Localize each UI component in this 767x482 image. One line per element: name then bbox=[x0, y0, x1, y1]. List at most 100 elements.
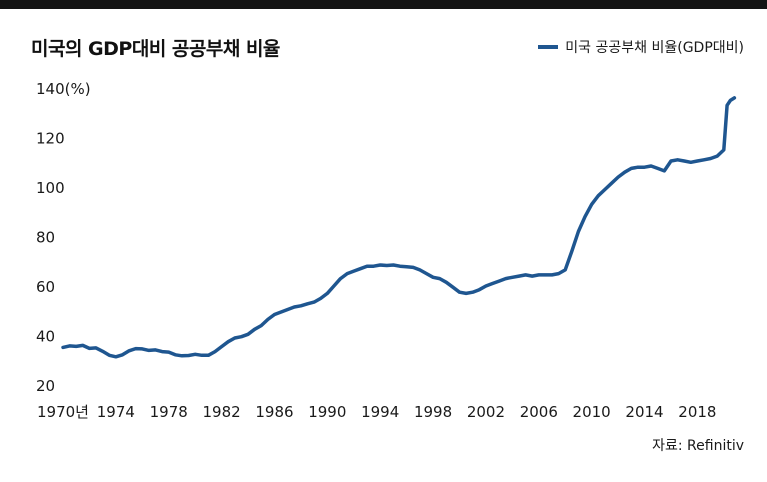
data-point bbox=[233, 336, 236, 340]
data-point bbox=[557, 272, 560, 275]
data-point bbox=[293, 305, 296, 309]
data-point bbox=[577, 230, 580, 233]
data-point bbox=[550, 273, 554, 277]
x-tick-label: 1998 bbox=[414, 403, 452, 421]
data-point bbox=[649, 164, 653, 168]
data-point bbox=[570, 250, 573, 253]
data-point bbox=[273, 313, 276, 316]
data-point bbox=[451, 286, 455, 289]
data-point bbox=[260, 324, 263, 327]
x-tick-label: 2002 bbox=[467, 403, 505, 421]
data-point bbox=[616, 175, 620, 179]
data-point bbox=[531, 274, 534, 278]
data-point bbox=[669, 159, 673, 163]
x-tick-label: 1994 bbox=[361, 403, 399, 421]
data-point bbox=[160, 350, 164, 353]
chart-title: 미국의 GDP대비 공공부채 비율 bbox=[31, 38, 280, 60]
data-point bbox=[497, 279, 501, 283]
data-point bbox=[108, 354, 111, 357]
data-point bbox=[716, 154, 719, 158]
data-point bbox=[471, 291, 474, 294]
data-point bbox=[729, 99, 732, 102]
data-point bbox=[326, 292, 329, 295]
data-point bbox=[319, 297, 322, 300]
data-point bbox=[379, 263, 382, 267]
data-point bbox=[286, 308, 289, 311]
data-point bbox=[339, 277, 342, 280]
y-tick-label: 60 bbox=[36, 278, 55, 296]
data-point bbox=[279, 310, 283, 314]
data-point bbox=[101, 350, 104, 353]
data-point bbox=[332, 284, 336, 288]
data-point bbox=[240, 335, 243, 338]
data-point bbox=[702, 158, 706, 161]
x-tick-label: 1978 bbox=[150, 403, 188, 421]
data-point bbox=[75, 345, 78, 348]
data-point bbox=[623, 171, 626, 174]
data-point bbox=[134, 347, 137, 350]
data-point bbox=[656, 167, 659, 170]
legend: 미국 공공부채 비율(GDP대비) bbox=[538, 37, 744, 57]
data-point bbox=[180, 354, 184, 357]
data-point bbox=[299, 304, 303, 307]
x-tick-label: 1970년 bbox=[37, 403, 89, 421]
data-point bbox=[147, 349, 151, 352]
data-point bbox=[636, 166, 640, 169]
series-layer bbox=[61, 96, 737, 359]
data-point bbox=[61, 346, 65, 349]
data-point bbox=[504, 277, 507, 280]
y-tick-label: 80 bbox=[36, 229, 55, 247]
data-point bbox=[312, 300, 316, 304]
y-tick-label: 20 bbox=[36, 377, 55, 395]
top-rule bbox=[0, 0, 767, 9]
y-axis-ticks: 20 40 60 80 100 120 140(%) bbox=[36, 80, 91, 395]
data-point bbox=[94, 346, 98, 350]
data-point bbox=[220, 345, 223, 348]
x-axis-ticks: 1970년 1974 1978 1982 1986 1990 1994 1998 2002 200… bbox=[37, 403, 716, 421]
data-point bbox=[365, 265, 369, 268]
data-point bbox=[544, 273, 547, 277]
data-point bbox=[207, 354, 210, 357]
data-point bbox=[683, 159, 686, 163]
data-point bbox=[68, 344, 71, 348]
x-tick-label: 2006 bbox=[520, 403, 558, 421]
data-point bbox=[385, 264, 388, 267]
x-tick-label: 1990 bbox=[308, 403, 346, 421]
data-point bbox=[445, 281, 448, 284]
data-point bbox=[372, 265, 375, 268]
data-point bbox=[127, 349, 131, 352]
data-point bbox=[187, 354, 190, 357]
data-point bbox=[114, 355, 118, 358]
data-point bbox=[346, 272, 349, 275]
data-point bbox=[524, 273, 527, 277]
data-point bbox=[398, 265, 402, 268]
data-point bbox=[725, 104, 729, 107]
data-point bbox=[412, 266, 415, 269]
data-point bbox=[425, 272, 428, 275]
data-point bbox=[392, 263, 395, 267]
data-point bbox=[266, 318, 270, 321]
y-tick-label: 120 bbox=[36, 130, 65, 148]
legend-swatch bbox=[538, 45, 559, 49]
data-point bbox=[167, 350, 170, 354]
data-point bbox=[583, 215, 587, 218]
x-tick-label: 2014 bbox=[625, 403, 663, 421]
x-tick-label: 2018 bbox=[678, 403, 716, 421]
y-tick-label: 140(%) bbox=[36, 80, 91, 98]
series-line-public-debt bbox=[61, 96, 737, 359]
data-point bbox=[431, 276, 435, 279]
x-tick-label: 1974 bbox=[97, 403, 135, 421]
data-point bbox=[722, 148, 725, 152]
data-point bbox=[227, 340, 230, 343]
data-point bbox=[610, 182, 613, 185]
data-point bbox=[696, 159, 699, 163]
data-point bbox=[630, 167, 633, 170]
data-point bbox=[405, 265, 408, 268]
data-point bbox=[418, 268, 421, 272]
data-point bbox=[306, 302, 309, 305]
data-point bbox=[709, 157, 712, 160]
data-point bbox=[676, 158, 679, 161]
y-tick-label: 100 bbox=[36, 179, 65, 197]
